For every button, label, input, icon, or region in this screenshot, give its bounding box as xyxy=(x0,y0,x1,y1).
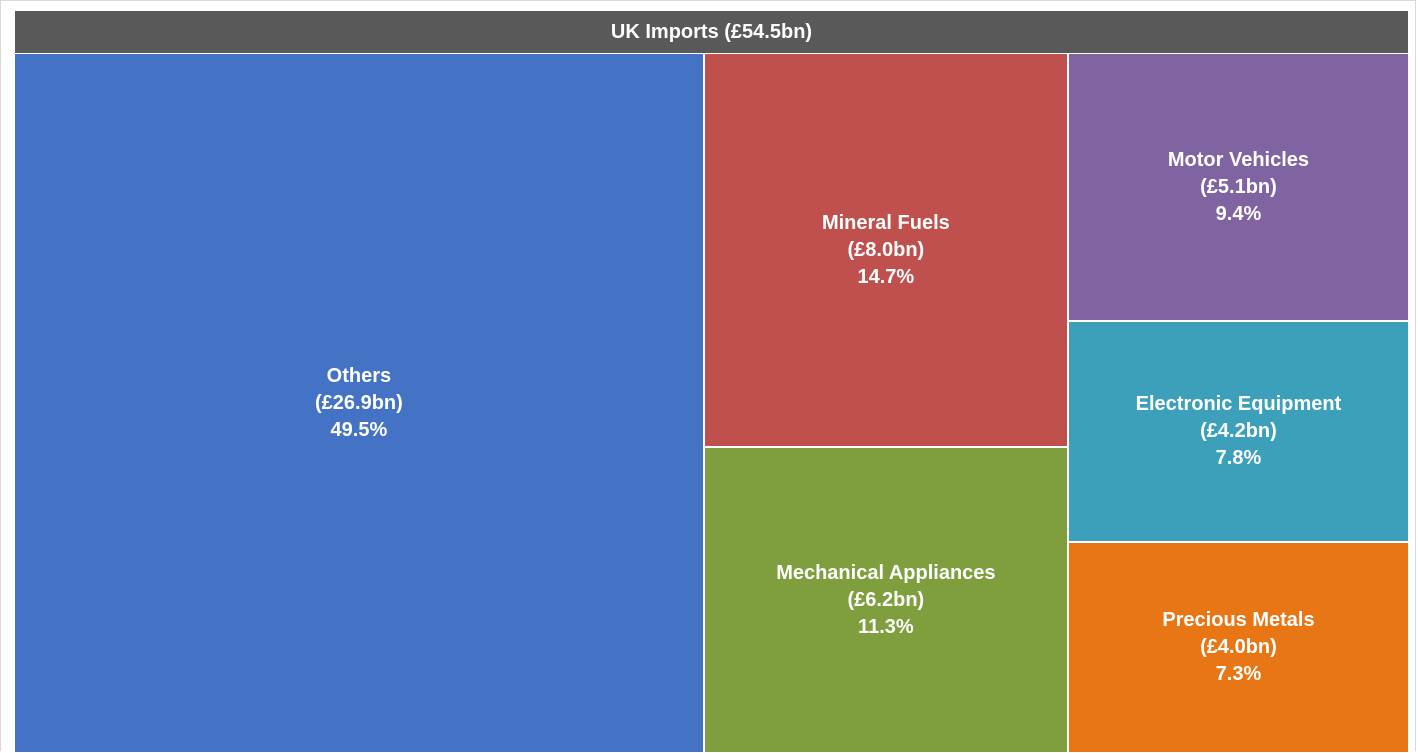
tile: Others (£26.9bn) 49.5% xyxy=(14,53,704,753)
tile-percent: 14.7% xyxy=(857,265,915,288)
tile-value: (£5.1bn) xyxy=(1200,175,1277,198)
tile-name: Mineral Fuels xyxy=(821,211,950,234)
tile: Mechanical Appliances (£6.2bn) 11.3% xyxy=(703,447,1068,753)
tile-value: (£26.9bn) xyxy=(314,391,403,414)
tile: Electronic Equipment (£4.2bn) 7.8% xyxy=(1067,321,1409,543)
tile-value: (£4.0bn) xyxy=(1200,636,1277,659)
tile: Motor Vehicles (£5.1bn) 9.4% xyxy=(1067,53,1409,322)
tile-percent: 7.8% xyxy=(1215,447,1262,470)
tile-value: (£8.0bn) xyxy=(847,238,925,261)
chart-title: UK Imports (£54.5bn) xyxy=(15,11,1408,53)
tile: Precious Metals (£4.0bn) 7.3% xyxy=(1067,542,1409,753)
tile-percent: 11.3% xyxy=(858,615,914,638)
tile-name: Precious Metals xyxy=(1162,609,1315,632)
tile-name: Electronic Equipment xyxy=(1135,393,1342,416)
tile-percent: 7.3% xyxy=(1215,663,1262,686)
tile-value: (£4.2bn) xyxy=(1200,420,1277,443)
tile: Mineral Fuels (£8.0bn) 14.7% xyxy=(703,53,1068,448)
tile-name: Motor Vehicles xyxy=(1167,148,1310,171)
tile-value: (£6.2bn) xyxy=(847,588,925,611)
tile-percent: 49.5% xyxy=(330,418,388,441)
tile-percent: 9.4% xyxy=(1215,202,1262,225)
tile-name: Mechanical Appliances xyxy=(776,561,996,584)
tile-name: Others xyxy=(326,364,392,387)
